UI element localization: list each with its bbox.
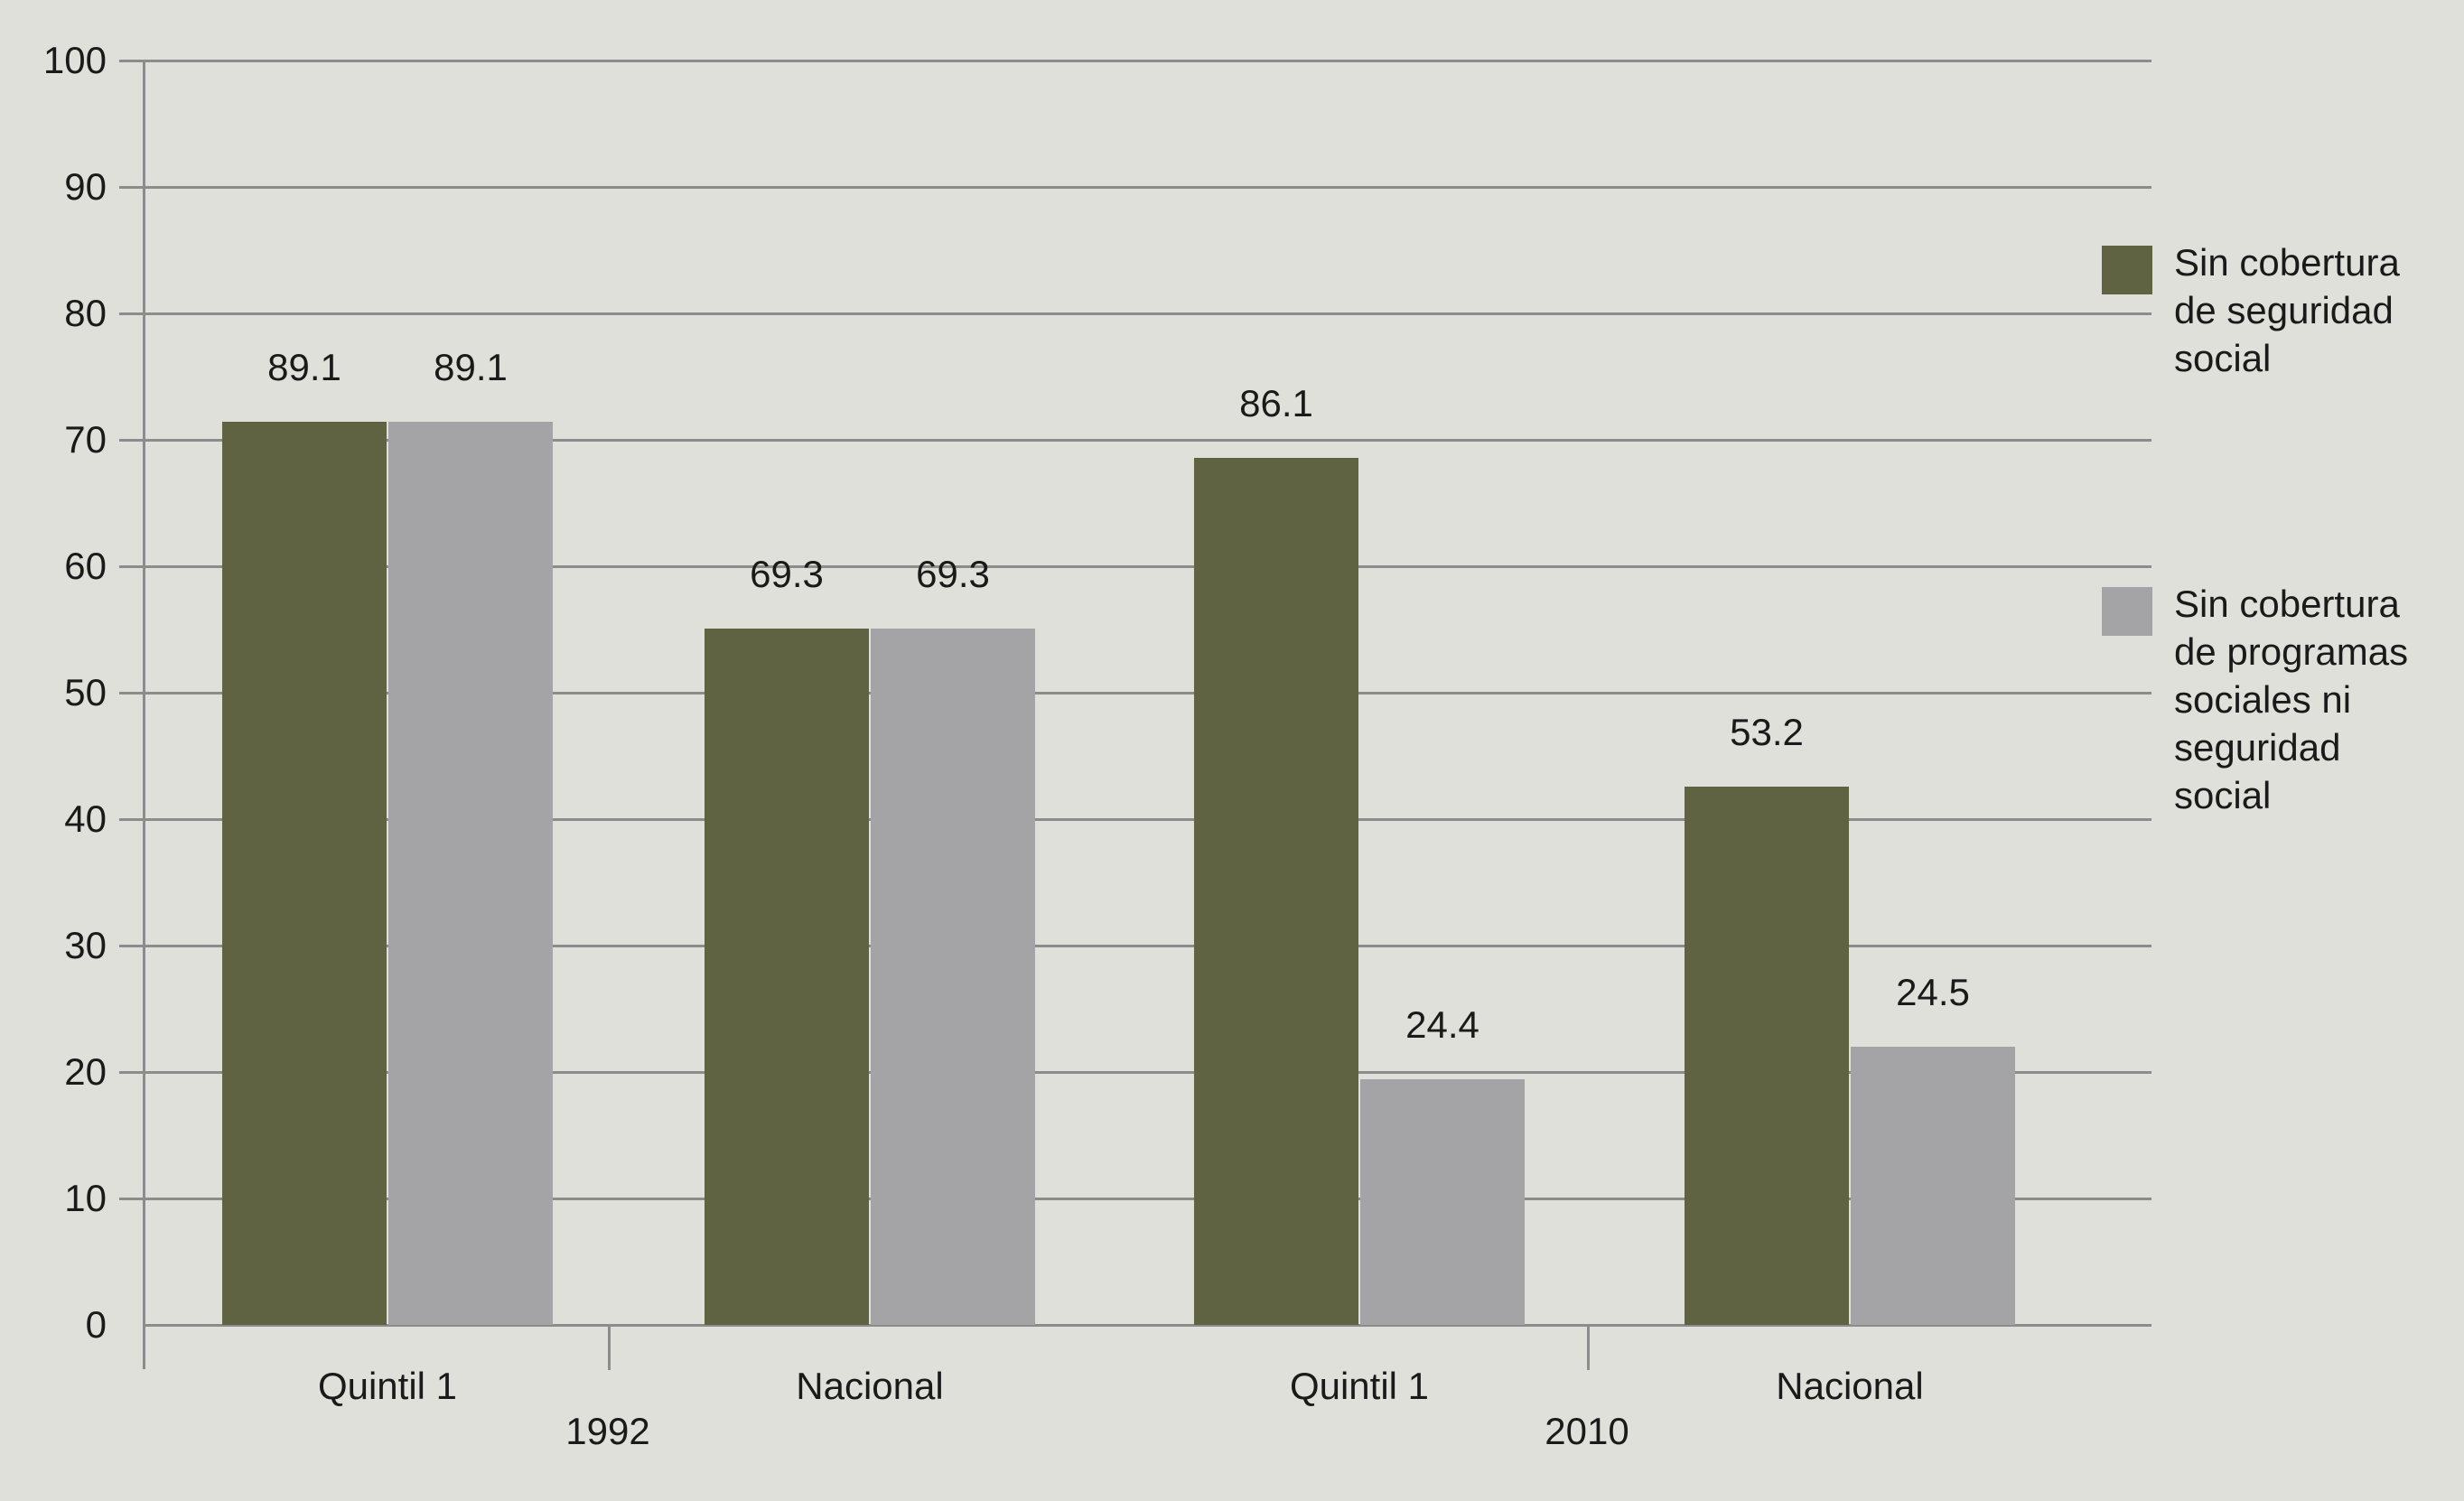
bar-series1-group3	[1194, 458, 1358, 1325]
bar-series1-group2	[705, 629, 869, 1325]
gridline-0	[143, 1324, 2151, 1327]
x-axis-year-label: 1992	[565, 1410, 650, 1452]
bar-series2-group2	[871, 629, 1035, 1325]
y-axis-tick-label: 100	[42, 39, 107, 81]
y-axis-line	[143, 60, 145, 1369]
y-axis-tick-label: 50	[64, 671, 107, 713]
y-axis-tick-label: 20	[64, 1050, 107, 1093]
bar-value-label: 24.4	[1405, 1003, 1479, 1046]
bar-series2-group3	[1360, 1079, 1525, 1325]
x-axis-category-label: Quintil 1	[317, 1365, 458, 1407]
bar-value-label: 69.3	[916, 553, 990, 595]
bar-series1-group4	[1685, 787, 1849, 1325]
bar-value-label: 69.3	[750, 553, 824, 595]
gridline-60	[119, 565, 2151, 568]
bar-value-label: 53.2	[1730, 711, 1804, 753]
bar-value-label: 89.1	[434, 346, 508, 388]
x-axis-category-label: Nacional	[796, 1365, 944, 1407]
y-axis-tick-label: 70	[64, 418, 107, 461]
y-axis-tick-label: 10	[64, 1177, 107, 1219]
legend-label-series2: Sin cobertura de programas sociales ni s…	[2174, 583, 2409, 816]
gridline-40	[119, 818, 2151, 821]
gridline-30	[119, 945, 2151, 947]
gridline-10	[119, 1198, 2151, 1200]
y-axis-tick-label: 0	[85, 1303, 107, 1346]
bar-value-label: 86.1	[1239, 382, 1313, 424]
bar-value-label: 89.1	[267, 346, 341, 388]
x-axis-category-label: Nacional	[1776, 1365, 1924, 1407]
bar-series2-group4	[1851, 1047, 2015, 1325]
x-axis-year-label: 2010	[1545, 1410, 1629, 1452]
legend-label-series1: Sin cobertura de seguridad social	[2174, 241, 2400, 379]
gridline-70	[119, 439, 2151, 442]
gridline-80	[119, 312, 2151, 315]
legend-swatch-series2	[2102, 587, 2152, 636]
y-axis-tick-label: 80	[64, 292, 107, 334]
bar-series2-group1	[388, 422, 553, 1325]
gridline-100	[119, 60, 2151, 62]
x-axis-group-tick	[1587, 1325, 1590, 1370]
legend-swatch-series1	[2102, 246, 2152, 294]
gridline-20	[119, 1071, 2151, 1074]
y-axis-tick-label: 40	[64, 797, 107, 840]
x-axis-group-tick	[608, 1325, 611, 1370]
y-axis-tick-label: 90	[64, 165, 107, 208]
gridline-50	[119, 692, 2151, 695]
bar-value-label: 24.5	[1896, 971, 1970, 1013]
bar-series1-group1	[222, 422, 387, 1325]
gridline-90	[119, 186, 2151, 189]
x-axis-category-label: Quintil 1	[1289, 1365, 1430, 1407]
y-axis-tick-label: 60	[64, 545, 107, 587]
y-axis-tick-label: 30	[64, 924, 107, 966]
